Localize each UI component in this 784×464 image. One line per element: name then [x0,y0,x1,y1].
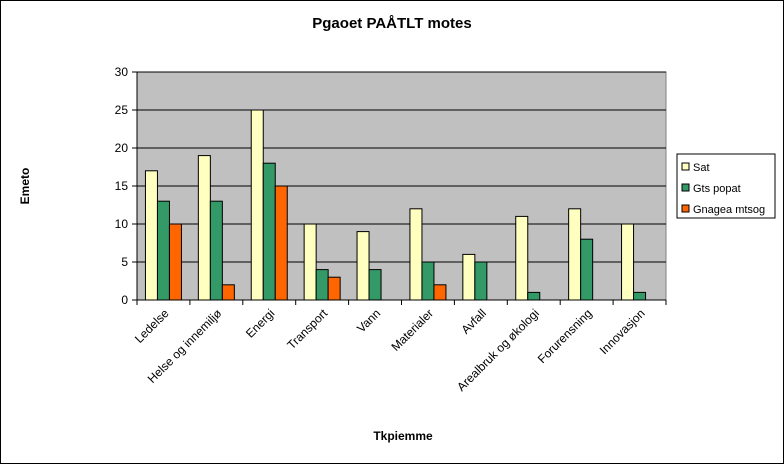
y-tick-label: 15 [115,179,129,193]
bar [633,291,647,301]
x-tick-label: Vann [354,306,383,335]
bar [368,269,382,301]
x-tick-label: Avfall [458,306,489,337]
bar [433,284,447,301]
bar [515,215,529,301]
bar [527,291,541,301]
y-tick-label: 5 [121,255,128,269]
legend-swatch [681,162,690,171]
legend-label: Gnagea mtsog [693,204,765,216]
bar [409,208,423,301]
y-tick-label: 0 [121,293,128,307]
bar [197,155,211,301]
x-tick-label: Forurensning [535,306,595,366]
bar [621,223,635,301]
y-tick-label: 20 [115,141,129,155]
legend-swatch [681,204,690,213]
legend-label: Gts popat [693,183,741,195]
legend [676,153,776,219]
bar [315,269,329,301]
chart-title: Pgaoet PAÅTLT motes [312,15,471,32]
bar [144,170,158,301]
bar [327,276,341,301]
bar [262,162,276,301]
y-axis-title: Emeto [18,168,32,205]
bar [209,200,223,301]
x-tick-label: Materialer [388,306,436,354]
bar [568,208,582,301]
legend-label: Sat [693,162,710,174]
bar [421,261,435,301]
y-tick-label: 30 [115,65,129,79]
bar [274,185,288,301]
bar [156,200,170,301]
bar [474,261,488,301]
x-tick-label: Transport [284,306,330,352]
x-axis-title: Tkpiemme [373,429,433,443]
legend-swatch [681,183,690,192]
bar [356,231,370,301]
bar [303,223,317,301]
x-tick-label: Energi [243,306,277,340]
bar [221,284,235,301]
bar [168,223,182,301]
bar [462,253,476,301]
y-tick-label: 25 [115,103,129,117]
x-tick-label: Ledelse [132,306,172,346]
bar [580,238,594,301]
bar [250,109,264,301]
x-tick-label: Innovasjon [597,306,648,357]
y-tick-label: 10 [115,217,129,231]
